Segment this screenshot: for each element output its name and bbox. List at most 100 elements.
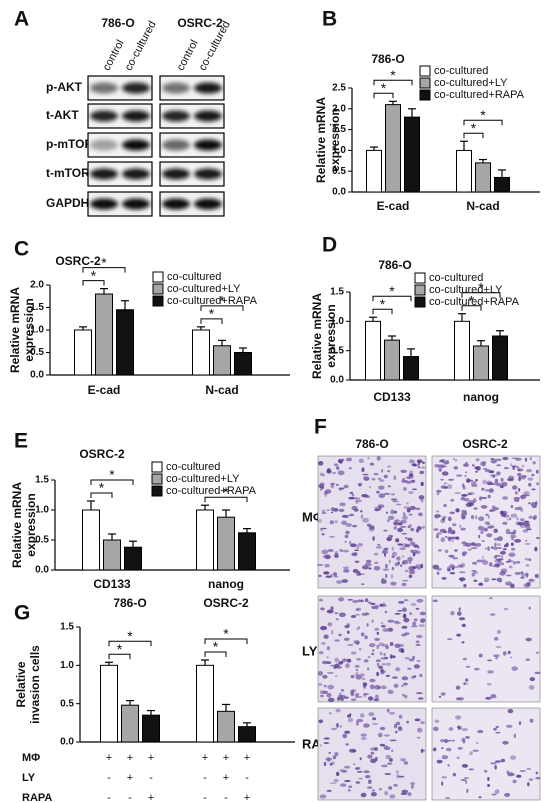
chart-title: 786-O	[378, 258, 411, 272]
cell	[415, 607, 420, 610]
cell	[453, 566, 458, 569]
cell	[378, 506, 382, 511]
panel-label: B	[322, 8, 337, 31]
cell	[502, 548, 507, 551]
cell	[334, 639, 340, 642]
cell	[401, 532, 408, 535]
treatment-mark: -	[107, 772, 111, 784]
significance-bracket	[372, 308, 393, 315]
cell	[490, 474, 497, 477]
legend-swatch	[419, 65, 431, 77]
cell	[397, 726, 403, 731]
cell	[472, 749, 479, 752]
cell	[352, 749, 357, 753]
legend-label: co-cultured+LY	[434, 77, 508, 89]
legend-label: co-cultured	[167, 271, 221, 283]
cell	[395, 538, 400, 543]
cell	[364, 635, 368, 640]
cell	[377, 732, 383, 738]
cell	[317, 671, 323, 676]
cell	[320, 528, 323, 532]
cell	[326, 789, 332, 793]
cell	[488, 562, 493, 567]
cell	[332, 472, 337, 474]
cell	[416, 598, 424, 603]
cell	[401, 555, 404, 558]
cell	[347, 717, 354, 723]
blot-band	[90, 110, 118, 122]
cell	[351, 493, 355, 497]
cell	[322, 690, 328, 694]
cell	[475, 479, 478, 482]
cell	[343, 637, 350, 641]
cell	[393, 683, 399, 688]
cell	[461, 728, 469, 732]
cell	[457, 611, 462, 616]
cell	[387, 627, 394, 632]
cell	[324, 492, 327, 497]
cell	[319, 482, 325, 487]
cell	[523, 491, 530, 495]
cell	[373, 698, 380, 702]
cell	[334, 657, 340, 663]
cell	[373, 552, 379, 556]
cell	[439, 739, 446, 743]
protein-label: t-AKT	[46, 108, 79, 122]
bar	[192, 329, 210, 376]
blot-band	[122, 110, 150, 122]
cell	[417, 697, 424, 700]
cell	[384, 552, 386, 557]
cell	[382, 628, 389, 632]
cell	[475, 458, 480, 462]
x-tick-label: CD133	[373, 390, 411, 404]
cell	[376, 662, 380, 667]
cell	[393, 521, 399, 526]
cell	[398, 714, 403, 719]
cell	[458, 617, 466, 621]
cell	[386, 762, 393, 765]
cell	[401, 625, 408, 629]
cell	[534, 573, 539, 579]
cell	[503, 467, 509, 470]
cell	[522, 529, 529, 533]
cell	[386, 519, 390, 522]
cell	[360, 514, 364, 519]
cell	[344, 765, 351, 769]
y-tick-label: 2.0	[30, 280, 44, 291]
cell	[395, 730, 398, 734]
treatment-mark: -	[224, 792, 228, 803]
cell	[402, 693, 405, 697]
cell	[440, 459, 446, 462]
cell	[465, 678, 469, 682]
cell	[318, 598, 324, 602]
cell	[494, 542, 497, 547]
cell	[447, 566, 450, 571]
cell	[334, 520, 338, 524]
cell	[416, 660, 421, 662]
cell	[505, 528, 511, 534]
cell	[485, 696, 492, 700]
blot-band	[122, 198, 150, 210]
cell	[432, 747, 437, 752]
cell	[527, 782, 530, 787]
cell	[390, 574, 394, 579]
cell	[403, 512, 406, 516]
cell	[454, 549, 458, 552]
y-axis-label: Relative mRNA	[8, 287, 22, 373]
cell	[417, 460, 421, 466]
cell	[517, 472, 522, 477]
blot-band	[194, 110, 222, 122]
cell	[410, 479, 416, 483]
cell	[386, 708, 390, 713]
cell	[336, 771, 340, 777]
cell	[531, 473, 535, 477]
cell	[457, 727, 461, 730]
cell	[353, 551, 358, 557]
cell	[441, 471, 449, 476]
blot-band	[162, 168, 190, 180]
cell	[409, 612, 413, 616]
cell	[363, 770, 370, 774]
bar	[238, 532, 256, 571]
cell	[514, 491, 518, 495]
legend-label: co-cultured+RAPA	[434, 89, 525, 101]
